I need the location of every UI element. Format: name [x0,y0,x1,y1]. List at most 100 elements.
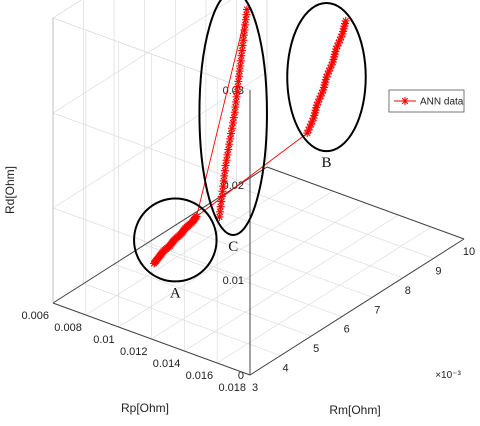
asterisk-stroke [229,119,237,127]
asterisk-stroke [239,42,246,49]
asterisk-stroke [218,198,225,205]
data-point-C [233,87,242,96]
legend-marker-asterisk [401,97,409,105]
asterisk-stroke [240,37,247,44]
data-point-C [242,5,251,14]
legend: ANN data [388,89,465,113]
data-point-C [222,156,231,165]
x-tick-label: 10 [463,246,475,258]
asterisk-stroke [241,21,249,29]
asterisk-stroke [401,97,409,105]
x-tick-label: 5 [313,343,319,355]
y-tick-label: 0.016 [186,370,214,382]
asterisk-stroke [216,208,224,216]
data-point-C [239,36,248,45]
asterisk-stroke [221,167,229,174]
z-tick-label: 0 [238,370,244,382]
cluster-label-A: A [170,285,181,301]
data-point-C [228,118,237,127]
data-point-C [236,61,245,70]
asterisk-stroke [304,129,311,137]
data-point-C [235,72,244,81]
asterisk-stroke [228,125,236,132]
connecting-line [196,132,308,217]
asterisk-stroke [238,47,246,54]
asterisk-stroke [236,67,243,75]
data-point-C [220,166,229,175]
data-point-C [236,56,245,65]
data-point-C [223,150,232,159]
cluster-label-C: C [228,239,238,255]
axis-lines [52,18,465,376]
asterisk-stroke [240,31,248,39]
asterisk-stroke [238,52,245,59]
asterisk-stroke [233,88,241,95]
asterisk-stroke [193,213,200,220]
asterisk-stroke [219,182,227,190]
data-point-C [231,97,240,106]
asterisk-stroke [231,109,238,116]
x-axis-label: Rm[Ohm] [329,403,380,417]
y-axis-label: Rp[Ohm] [121,401,169,415]
asterisk-stroke [221,172,228,180]
data-point-C [219,176,228,185]
data-point-A [192,212,201,221]
legend-asterisk [401,97,409,105]
asterisk-stroke [222,162,229,169]
y-tick-label: 0.008 [54,322,82,334]
data-point-C [217,192,226,201]
data-point-C [238,41,247,50]
z-tick-label: 0.01 [223,275,244,287]
data-point-C [216,207,225,216]
data-point-C [225,140,234,149]
x-tick-label: 8 [405,285,411,297]
asterisk-stroke [243,6,251,13]
data-point-C [237,51,246,60]
data-point-C [234,77,243,86]
asterisk-stroke [241,26,248,34]
asterisk-stroke [224,151,231,159]
y-tick-label: 0.01 [93,334,114,346]
x-tick-label: 9 [435,265,441,277]
cluster-labels: A B C [170,155,332,301]
data-point-C [219,182,228,191]
z-axis-label: Rd[Ohm] [3,166,17,214]
cluster-ellipse-C [198,0,268,236]
data-point-C [216,202,225,211]
x-axis-line [249,238,465,376]
data-point-C [217,197,226,206]
data-point-C [231,103,240,112]
asterisk-stroke [227,130,235,137]
y-axis-line [52,302,251,376]
data-point-C [215,212,224,221]
asterisk-stroke [218,193,226,200]
asterisk-stroke [220,177,227,185]
cluster-ellipse-A [133,197,218,283]
x-tick-label: 3 [252,382,258,394]
asterisk-stroke [235,78,242,85]
legend-box [388,89,465,113]
data-point-C [227,124,236,133]
asterisk-stroke [225,146,232,153]
asterisk-stroke [232,98,240,106]
asterisk-stroke [217,203,224,210]
data-point-C [232,92,241,101]
asterisk-stroke [219,188,226,195]
asterisk-stroke [234,83,242,90]
asterisk-stroke [242,16,249,23]
data-point-C [233,82,242,91]
data-points [150,5,350,268]
data-point-C [240,26,249,35]
data-point-C [238,46,247,55]
cluster-label-B: B [321,155,331,171]
data-point-C [242,10,251,19]
axis-labels: Rm[Ohm] Rp[Ohm] Rd[Ohm] ×10⁻³ [3,166,461,417]
x-axis-exponent: ×10⁻³ [435,370,461,381]
x-tick-label: 6 [344,324,350,336]
asterisk-stroke [237,62,244,70]
data-point-C [239,31,248,40]
y-tick-label: 0.006 [21,310,49,322]
data-point-C [226,134,235,143]
y-tick-label: 0.012 [120,346,148,358]
